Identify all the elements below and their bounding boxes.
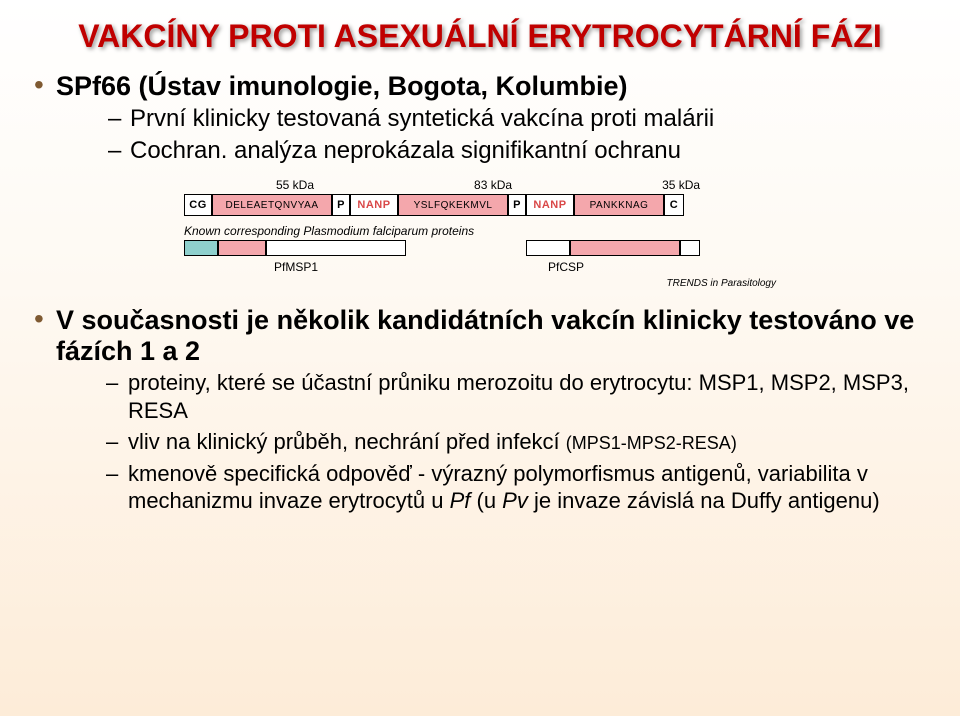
seq-nanp1: NANP: [350, 194, 398, 216]
known-label: Known corresponding Plasmodium falciparu…: [184, 224, 776, 238]
item2-sub-a: proteiny, které se účastní průniku meroz…: [128, 369, 928, 424]
item2-sub-c-end: je invaze závislá na Duffy antigenu): [528, 488, 880, 513]
kda-35: 35 kDa: [662, 178, 700, 192]
item2-sub-b-small: (MPS1-MPS2-RESA): [566, 433, 737, 453]
item2-sub-c: kmenově specifická odpověď - výrazný pol…: [128, 460, 928, 515]
sequence-row: CG DELEAETQNVYAA P NANP YSLFQKEKMVL P NA…: [184, 194, 776, 216]
spf66-diagram: 55 kDa 83 kDa 35 kDa CG DELEAETQNVYAA P …: [180, 174, 780, 293]
bar-white-3: [680, 240, 700, 256]
bar-white-1: [266, 240, 406, 256]
title-text: VAKCÍNY PROTI ASEXUÁLNÍ ERYTROCYTÁRNÍ FÁ…: [78, 18, 882, 54]
item1-heading: SPf66 (Ústav imunologie, Bogota, Kolumbi…: [56, 71, 928, 102]
protein-labels: PfMSP1 PfCSP: [184, 260, 776, 274]
kda-row: 55 kDa 83 kDa 35 kDa: [184, 178, 776, 192]
item1-sub-b: Cochran. analýza neprokázala signifikant…: [130, 136, 928, 166]
item2-sub-c-mid: (u: [470, 488, 502, 513]
seq-s1: DELEAETQNVYAA: [212, 194, 332, 216]
pfmsp1-label: PfMSP1: [274, 260, 318, 274]
item2-sub-b-text: vliv na klinický průběh, nechrání před i…: [128, 429, 566, 454]
slide-title: VAKCÍNY PROTI ASEXUÁLNÍ ERYTROCYTÁRNÍ FÁ…: [32, 18, 928, 55]
kda-83: 83 kDa: [474, 178, 512, 192]
kda-55: 55 kDa: [276, 178, 314, 192]
seq-s2: YSLFQKEKMVL: [398, 194, 508, 216]
item2-pf: Pf: [450, 488, 471, 513]
item2-pv: Pv: [502, 488, 528, 513]
seq-pankknag: PANKKNAG: [574, 194, 664, 216]
seq-p2: P: [508, 194, 526, 216]
bar-white-2: [526, 240, 570, 256]
seq-nanp2: NANP: [526, 194, 574, 216]
bars-row: [184, 240, 776, 256]
pfcsp-label: PfCSP: [548, 260, 584, 274]
item2-heading: V současnosti je několik kandidátních va…: [56, 305, 928, 367]
seq-cg: CG: [184, 194, 212, 216]
bar-pink-1: [218, 240, 266, 256]
seq-c: C: [664, 194, 684, 216]
trends-label: TRENDS in Parasitology: [184, 278, 776, 289]
item2-sub-b: vliv na klinický průběh, nechrání před i…: [128, 428, 928, 456]
seq-p1: P: [332, 194, 350, 216]
bar-pink-2: [570, 240, 680, 256]
item1-sub-a: První klinicky testovaná syntetická vakc…: [130, 104, 928, 134]
bar-teal: [184, 240, 218, 256]
